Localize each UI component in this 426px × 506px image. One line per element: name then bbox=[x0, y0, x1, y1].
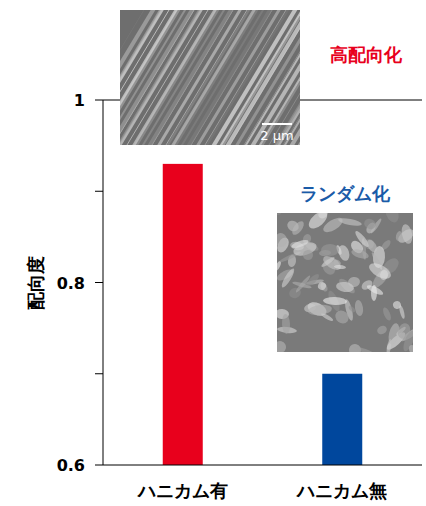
y-tick-label: 1 bbox=[74, 91, 85, 110]
image-blob bbox=[354, 300, 364, 317]
image-blob bbox=[321, 253, 343, 272]
y-axis-title: 配向度 bbox=[25, 256, 46, 310]
annotation: ランダム化 bbox=[300, 183, 391, 204]
image-streak bbox=[296, 10, 300, 145]
image-streak bbox=[259, 10, 300, 145]
x-tick-label: ハニカム無 bbox=[295, 480, 387, 501]
chart: ハニカム有 ハニカム無 0.6 0.8 1 配向度 2 μm 高配向化ランダム化 bbox=[0, 0, 426, 506]
image-blob bbox=[334, 264, 346, 269]
image-bg bbox=[277, 213, 413, 352]
image-blob bbox=[277, 213, 281, 215]
image-blob bbox=[321, 244, 339, 256]
scale-bar-label: 2 μm bbox=[260, 128, 293, 143]
image-streak bbox=[234, 10, 300, 145]
y-tick bbox=[95, 465, 103, 466]
image-blob bbox=[366, 283, 385, 296]
image-blob bbox=[381, 306, 392, 321]
image-streak bbox=[257, 10, 300, 145]
image-blob bbox=[280, 267, 296, 289]
image-blob bbox=[320, 256, 335, 268]
image-blob bbox=[363, 217, 378, 231]
y-tick bbox=[95, 282, 103, 283]
image-streak bbox=[250, 10, 300, 145]
image-blob bbox=[277, 339, 288, 352]
scale-bar bbox=[262, 123, 292, 125]
image-blob bbox=[350, 248, 370, 261]
image-blob bbox=[335, 281, 354, 293]
y-tick bbox=[95, 100, 103, 101]
image-blob bbox=[305, 272, 321, 287]
image-blob bbox=[321, 215, 345, 235]
image-blob bbox=[367, 260, 394, 282]
image-blob bbox=[365, 238, 379, 254]
x-tick-label: ハニカム有 bbox=[136, 480, 228, 501]
sem-image-aligned bbox=[120, 10, 300, 145]
image-blob bbox=[307, 304, 332, 317]
image-blob bbox=[290, 219, 306, 237]
image-blob bbox=[277, 232, 288, 247]
image-blob bbox=[408, 345, 413, 352]
image-blob bbox=[337, 244, 351, 262]
image-blob bbox=[400, 223, 413, 245]
image-blob bbox=[353, 345, 377, 352]
y-tick bbox=[95, 191, 103, 192]
y-tick-label: 0.8 bbox=[57, 274, 85, 293]
image-blob bbox=[301, 248, 315, 262]
image-blob bbox=[401, 329, 413, 352]
y-tick bbox=[95, 373, 103, 374]
annotation: 高配向化 bbox=[330, 44, 403, 65]
image-streak bbox=[225, 10, 300, 145]
image-streak bbox=[298, 10, 300, 145]
bar bbox=[322, 374, 362, 465]
image-blob bbox=[348, 305, 356, 313]
image-blob bbox=[398, 305, 405, 320]
image-blob bbox=[317, 213, 330, 220]
bar bbox=[163, 164, 203, 465]
image-streak bbox=[241, 10, 300, 145]
y-tick-label: 0.6 bbox=[57, 456, 85, 475]
image-blob bbox=[323, 297, 347, 306]
image-blob bbox=[333, 308, 351, 326]
image-blob bbox=[277, 261, 282, 272]
image-blob bbox=[281, 314, 290, 334]
image-blob bbox=[383, 213, 401, 224]
sem-image-random bbox=[277, 213, 413, 352]
x-axis bbox=[103, 465, 422, 466]
image-blob bbox=[376, 324, 389, 336]
